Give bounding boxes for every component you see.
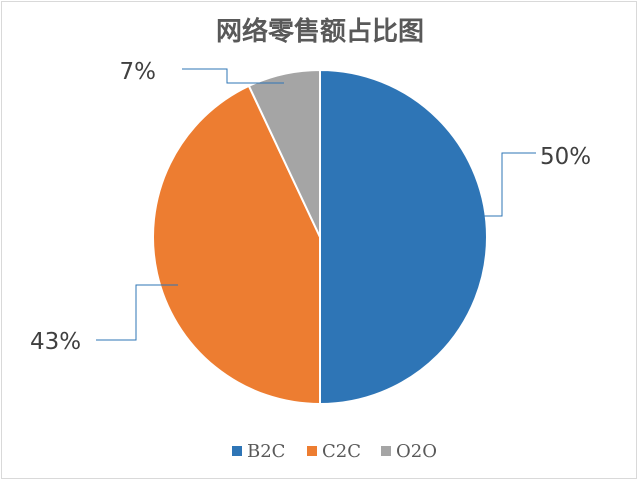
leader-line-c2c [96, 284, 178, 341]
pie-slice-o2o [247, 68, 321, 238]
legend: B2C C2C O2O [232, 441, 437, 462]
data-label-o2o: 7% [120, 59, 157, 85]
legend-swatch-c2c [307, 446, 317, 456]
legend-item-c2c: C2C [307, 441, 361, 462]
chart-title: 网络零售额占比图 [216, 16, 424, 47]
legend-item-o2o: O2O [381, 441, 437, 462]
leader-line-o2o [182, 68, 284, 84]
leader-line-b2c [462, 152, 536, 217]
pie-slice-c2c [152, 84, 321, 406]
legend-item-b2c: B2C [232, 441, 285, 462]
data-label-b2c: 50% [540, 144, 591, 170]
legend-swatch-b2c [232, 446, 242, 456]
pie-slice-b2c [319, 68, 488, 406]
legend-label-c2c: C2C [322, 441, 361, 462]
legend-label-b2c: B2C [247, 441, 285, 462]
pie-slices [152, 68, 488, 406]
legend-swatch-o2o [381, 446, 391, 456]
leader-lines [96, 68, 536, 341]
legend-label-o2o: O2O [396, 441, 437, 462]
data-labels: 50% 43% 7% [30, 59, 591, 355]
data-label-c2c: 43% [30, 329, 81, 355]
